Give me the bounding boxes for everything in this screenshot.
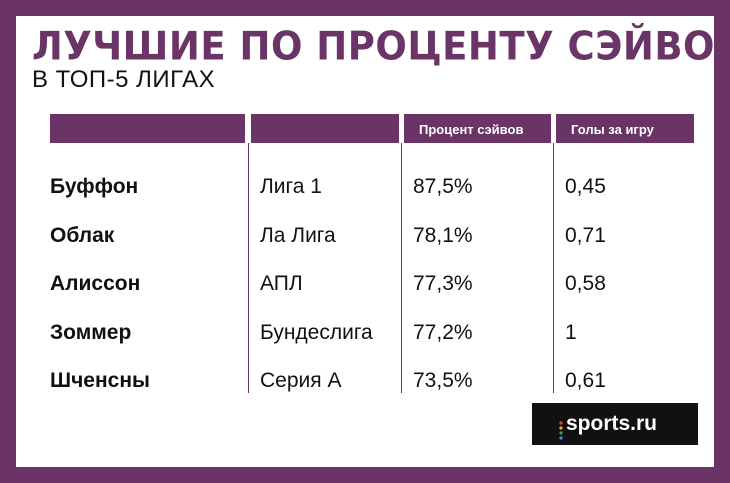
goals-per-game: 0,71	[565, 224, 606, 247]
player-name: Буффон	[50, 175, 139, 198]
save-percentage: 73,5%	[413, 369, 473, 392]
league-name: Бундеслига	[260, 321, 373, 344]
save-percentage: 77,2%	[413, 321, 473, 344]
logo-dots-icon	[559, 414, 563, 440]
goals-per-game: 1	[565, 321, 577, 344]
table-header-player	[50, 114, 245, 143]
save-percentage: 78,1%	[413, 224, 473, 247]
league-name: АПЛ	[260, 272, 303, 295]
goals-per-game: 0,45	[565, 175, 606, 198]
league-name: Ла Лига	[260, 224, 336, 247]
player-name: Облак	[50, 224, 115, 247]
player-name: Шченсны	[50, 369, 150, 392]
table-header-league	[251, 114, 399, 143]
column-divider	[248, 143, 249, 393]
column-divider	[553, 143, 554, 393]
page-title: ЛУЧШИЕ ПО ПРОЦЕНТУ СЭЙВОВ	[32, 24, 730, 70]
sports-ru-logo: sports.ru	[532, 403, 698, 445]
infographic-card	[16, 16, 714, 467]
table-header-save-pct: Процент сэйвов	[404, 114, 551, 143]
league-name: Лига 1	[260, 175, 322, 198]
goals-per-game: 0,58	[565, 272, 606, 295]
column-divider	[401, 143, 402, 393]
player-name: Зоммер	[50, 321, 132, 344]
table-header-goals-per-game: Голы за игру	[556, 114, 694, 143]
logo-text: sports.ru	[566, 412, 658, 435]
save-percentage: 87,5%	[413, 175, 473, 198]
save-percentage: 77,3%	[413, 272, 473, 295]
goals-per-game: 0,61	[565, 369, 606, 392]
player-name: Алиссон	[50, 272, 141, 295]
page-subtitle: В ТОП-5 ЛИГАХ	[32, 66, 216, 93]
league-name: Серия А	[260, 369, 342, 392]
